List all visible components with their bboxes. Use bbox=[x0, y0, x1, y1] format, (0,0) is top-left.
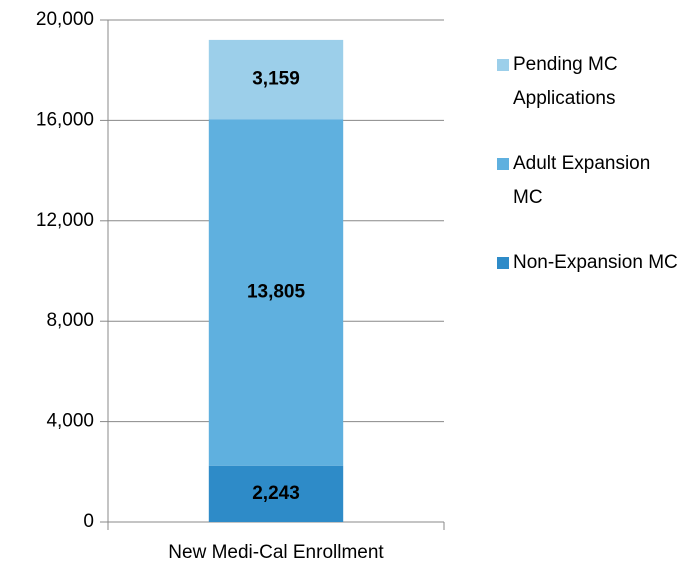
y-tick-label: 12,000 bbox=[36, 210, 94, 231]
bar-segment bbox=[208, 465, 344, 522]
y-tick-label: 4,000 bbox=[46, 411, 94, 432]
y-tick-label: 20,000 bbox=[36, 9, 94, 30]
x-tick-label: New Medi-Cal Enrollment bbox=[168, 542, 384, 563]
legend: Pending MC Applications Adult Expansion M… bbox=[497, 48, 682, 311]
data-label: 2,243 bbox=[252, 483, 300, 504]
legend-item: Pending MC Applications bbox=[497, 48, 682, 116]
bar-segment bbox=[208, 119, 344, 466]
legend-swatch bbox=[497, 158, 509, 170]
legend-item: Non-Expansion MC bbox=[497, 246, 682, 280]
bar-segment bbox=[208, 39, 344, 120]
legend-label: Adult Expansion MC bbox=[513, 153, 651, 208]
data-label: 3,159 bbox=[252, 69, 300, 90]
legend-label: Pending MC Applications bbox=[513, 54, 618, 109]
legend-swatch bbox=[497, 59, 509, 71]
legend-item: Adult Expansion MC bbox=[497, 147, 682, 215]
data-label: 13,805 bbox=[247, 281, 306, 302]
y-tick-label: 8,000 bbox=[46, 310, 94, 331]
y-tick-label: 0 bbox=[83, 511, 94, 532]
legend-label: Non-Expansion MC bbox=[513, 252, 678, 273]
y-tick-label: 16,000 bbox=[36, 109, 94, 130]
legend-swatch bbox=[497, 257, 509, 269]
